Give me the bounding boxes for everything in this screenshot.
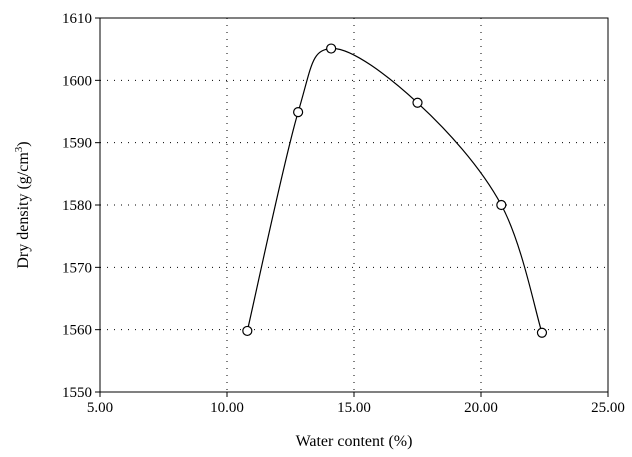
x-axis-title: Water content (%) xyxy=(296,433,413,450)
data-point xyxy=(412,97,423,108)
y-tick-label: 1590 xyxy=(62,136,92,152)
y-tick-label: 1550 xyxy=(62,385,92,401)
series-line xyxy=(246,47,543,333)
y-tick-label: 1580 xyxy=(62,198,92,214)
y-tick-label: 1570 xyxy=(62,260,92,276)
data-point xyxy=(536,327,548,338)
x-tick-label: 5.00 xyxy=(87,400,113,416)
x-tick-label: 15.00 xyxy=(337,400,371,416)
y-tick-label: 1600 xyxy=(62,73,92,89)
x-tick-label: 20.00 xyxy=(464,400,498,416)
grid-layer xyxy=(100,18,608,392)
y-axis-title: Dry density (g/cm3) xyxy=(13,141,32,268)
data-point xyxy=(293,107,304,118)
tick-layer: 5.00 10.00 15.00 20.00 25.00 1550 1560 1570 1580… xyxy=(62,11,625,416)
series-layer xyxy=(242,43,548,338)
x-tick-label: 10.00 xyxy=(210,400,244,416)
y-tick-label: 1560 xyxy=(62,323,92,339)
x-tick-label: 25.00 xyxy=(591,400,625,416)
y-axis-title-close: ) xyxy=(15,141,32,146)
y-tick-label: 1610 xyxy=(62,11,92,27)
data-point xyxy=(496,199,507,211)
y-axis-title-superscript: 3 xyxy=(13,146,25,152)
data-point xyxy=(326,43,337,54)
data-point xyxy=(242,325,253,337)
y-axis-title-main: Dry density (g/cm xyxy=(15,152,32,269)
